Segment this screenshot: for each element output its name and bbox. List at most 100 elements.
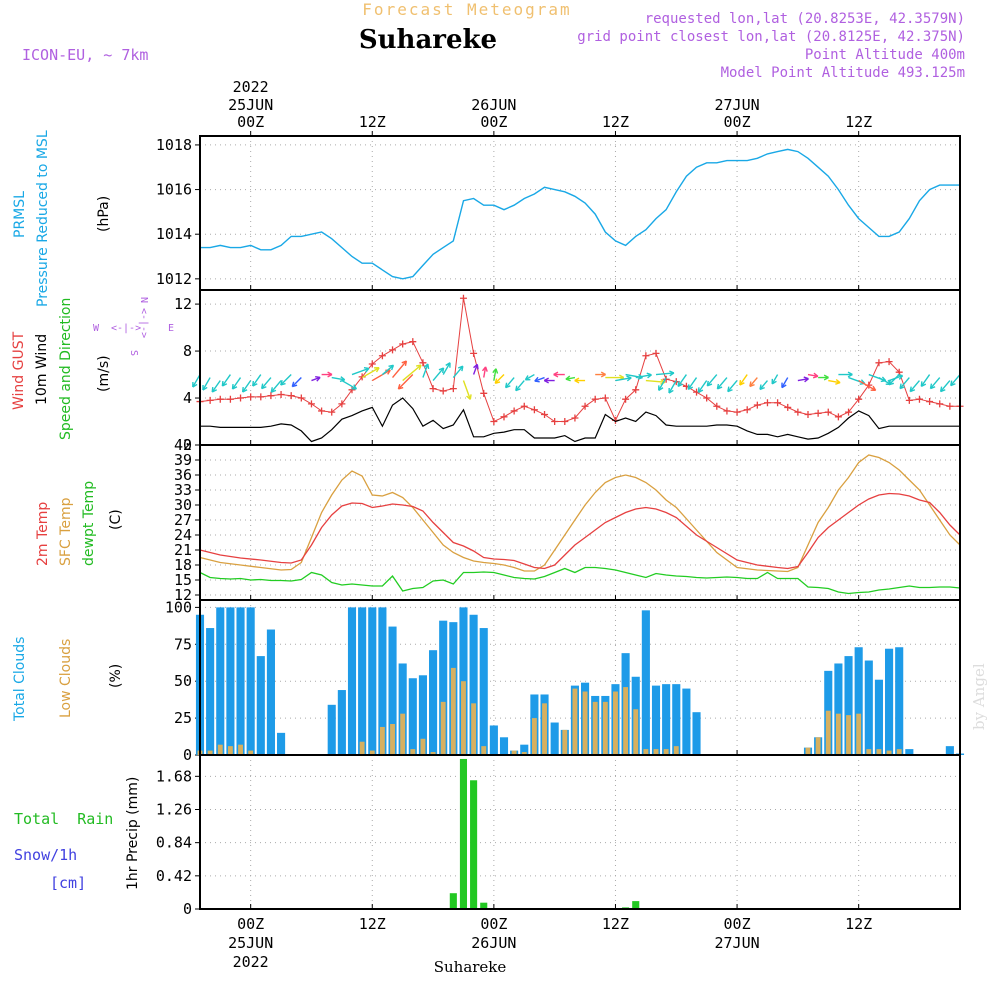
wind-arrow-head	[351, 384, 358, 390]
wind-arrow-shaft	[706, 374, 718, 387]
total-cloud-bar	[327, 704, 336, 755]
wind-arrow	[211, 380, 221, 393]
wind-arrow-head	[909, 386, 916, 393]
gust-point	[226, 395, 234, 403]
wind-arrow-shaft	[920, 374, 931, 387]
gust-point	[480, 389, 488, 397]
wind-arrow-head	[481, 366, 488, 372]
low-cloud-bar	[410, 749, 416, 755]
low-cloud-bar	[805, 747, 811, 755]
total-cloud-bar	[489, 725, 498, 755]
total-cloud-bar	[388, 626, 397, 755]
gust-point	[723, 407, 731, 415]
wind-arrow	[687, 377, 698, 390]
wind-arrow-head	[899, 383, 905, 390]
wind-arrow-head	[423, 363, 430, 370]
wind-arrow-head	[677, 381, 683, 387]
wind-arrow	[241, 380, 252, 393]
low-cloud-bar	[856, 713, 862, 755]
low-cloud-bar	[815, 737, 821, 755]
gust-point	[389, 346, 397, 354]
total-cloud-bar	[408, 678, 417, 755]
low-cloud-bar	[207, 750, 213, 755]
date-label-top: 27JUN	[714, 96, 759, 114]
compass-w: W	[93, 323, 100, 334]
gust-point	[591, 395, 599, 403]
wind-arrow-head	[939, 386, 946, 393]
wind-arrow-shaft	[727, 380, 738, 393]
gust-point	[713, 402, 721, 410]
y-tick-label: 24	[174, 526, 192, 544]
low-cloud-bar	[217, 744, 223, 755]
gust-point	[905, 396, 913, 404]
total-cloud-bar	[854, 647, 863, 755]
wind-arrow-shaft	[331, 376, 345, 381]
wind-arrow-head	[473, 363, 479, 370]
low-cloud-bar	[450, 667, 456, 755]
compass-rose: W E N S <-|-> <-|->	[93, 297, 174, 356]
total-cloud-bar	[358, 607, 367, 755]
compass-arrows-h: <-|->	[111, 323, 141, 334]
temp-2m-label: 2m Temp	[35, 502, 51, 566]
wind-arrow-head	[192, 382, 198, 388]
precip-bar	[459, 758, 468, 909]
low-cloud-bar	[825, 710, 831, 755]
total-cloud-bar	[266, 629, 275, 755]
gust-point	[632, 386, 640, 394]
wind-arrow-shaft	[361, 367, 380, 379]
wind-arrow-shaft	[899, 377, 910, 390]
wind-arrow	[515, 380, 525, 392]
pressure-unit: (hPa)	[96, 196, 112, 232]
wind-arrow-shaft	[658, 377, 667, 391]
low-cloud-bar	[866, 749, 872, 755]
wind-arrow	[270, 380, 282, 393]
gust-point	[541, 410, 549, 418]
wind-arrow-head	[315, 375, 321, 382]
y-tick-label: 33	[174, 481, 192, 499]
wind-arrow-shaft	[422, 363, 429, 378]
gust-point	[804, 410, 812, 418]
point-altitude: Point Altitude 400m	[805, 47, 965, 63]
low-cloud-bar	[227, 746, 233, 755]
wind-arrow	[771, 374, 779, 385]
compass-n: N	[138, 297, 149, 303]
gust-point	[936, 400, 944, 408]
gust-point	[642, 352, 650, 360]
pressure-line	[200, 148, 960, 280]
wind-arrow-shaft	[192, 374, 201, 388]
wind-arrow-shaft	[242, 380, 252, 393]
total-cloud-bar	[226, 607, 235, 755]
low-cloud-bar	[521, 752, 527, 755]
low-cloud-bar	[613, 691, 618, 755]
wind-arrow-head	[416, 364, 422, 371]
total-cloud-bar	[692, 712, 701, 755]
total-cloud-bar	[429, 650, 438, 755]
low-cloud-bar	[663, 749, 669, 755]
wind-arrow-shaft	[749, 377, 758, 387]
gust-point	[378, 352, 386, 360]
date-label-bottom: 26JUN	[471, 934, 516, 952]
wind-arrow	[929, 377, 941, 390]
dewpoint-line	[199, 566, 961, 595]
wind-arrow-shaft	[505, 377, 515, 389]
wind-arrow-shaft	[929, 377, 941, 390]
model-label: ICON-EU, ~ 7km	[22, 46, 148, 64]
wind-arrow	[351, 366, 370, 376]
gust-point	[399, 340, 407, 348]
total-cloud-bar	[864, 660, 873, 755]
wind-arrow	[909, 380, 921, 393]
gust-point	[216, 395, 224, 403]
y-tick-label: 1.68	[156, 767, 192, 785]
y-tick-label: 75	[174, 635, 192, 653]
gust-point	[419, 359, 427, 367]
wind-arrow	[655, 370, 675, 377]
wind-arrow-head	[504, 382, 511, 389]
precip-bar	[470, 780, 478, 909]
wind-arrow	[920, 374, 931, 387]
wind-arrow-head	[687, 384, 694, 390]
wind-arrow-shaft	[525, 373, 535, 381]
time-label-top: 12Z	[359, 113, 386, 131]
wind-arrow-head	[771, 378, 777, 385]
wind-arrow	[341, 379, 358, 390]
low-cloud-bar	[400, 713, 406, 755]
